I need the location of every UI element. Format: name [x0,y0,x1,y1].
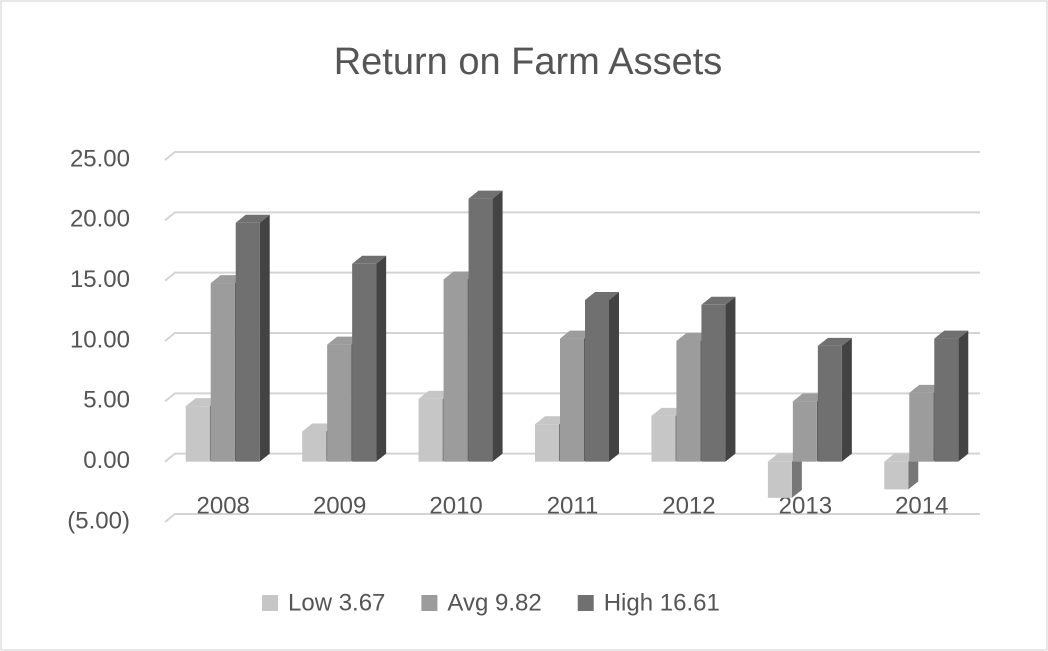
x-tick-label: 2014 [895,492,948,519]
legend-label: Avg 9.82 [447,589,541,616]
bar [327,344,352,462]
bar [767,461,792,498]
bar-side [376,255,387,462]
legend-swatch [262,595,278,611]
bar-side [725,296,736,462]
bar [934,338,959,462]
chart-title: Return on Farm Assets [334,41,723,83]
bar [817,345,842,462]
bar [585,299,609,462]
bar-top [468,190,503,199]
y-tick-label: 0.00 [83,447,130,474]
bar [535,424,559,462]
y-tick-label: 25.00 [70,145,130,172]
grid-line [164,513,980,523]
grid-line [164,211,980,222]
x-tick-label: 2012 [662,492,715,519]
bar [651,415,676,462]
bar [352,263,377,462]
bar [792,401,817,462]
bar-side [791,453,802,498]
bar [443,279,468,462]
bar-top [352,255,387,264]
x-tick-label: 2009 [313,492,366,519]
bar [418,398,443,462]
y-tick-label: 10.00 [70,326,130,353]
legend-label: High 16.61 [604,589,720,616]
bar-top [585,291,619,300]
bar [302,431,327,462]
bar-top [817,337,852,346]
bar [468,198,493,462]
bar-top [701,296,736,305]
bar-top [235,214,270,223]
bar [185,406,210,462]
x-tick-label: 2008 [197,492,250,519]
x-tick-label: 2011 [547,492,599,519]
y-tick-label: 15.00 [70,266,130,293]
bar-side [259,214,270,462]
bar [701,304,726,462]
bar [676,341,701,462]
bar-side [492,190,503,462]
y-tick-label: (5.00) [67,507,130,534]
x-tick-label: 2010 [429,492,482,519]
legend-swatch [577,595,594,611]
grid-line [164,151,980,161]
bar-side [841,337,852,462]
bar [884,461,909,490]
legend-swatch [421,595,438,611]
bar [235,222,260,462]
bar-side [609,291,619,462]
y-tick-label: 20.00 [70,206,130,233]
bar-side [958,330,969,462]
bar [210,283,235,462]
bar [909,392,934,462]
bar [560,338,584,462]
y-tick-label: 5.00 [83,387,130,414]
bar-top [934,330,969,339]
grid-line [164,271,980,282]
bar-side [908,453,919,490]
legend-label: Low 3.67 [288,589,385,616]
